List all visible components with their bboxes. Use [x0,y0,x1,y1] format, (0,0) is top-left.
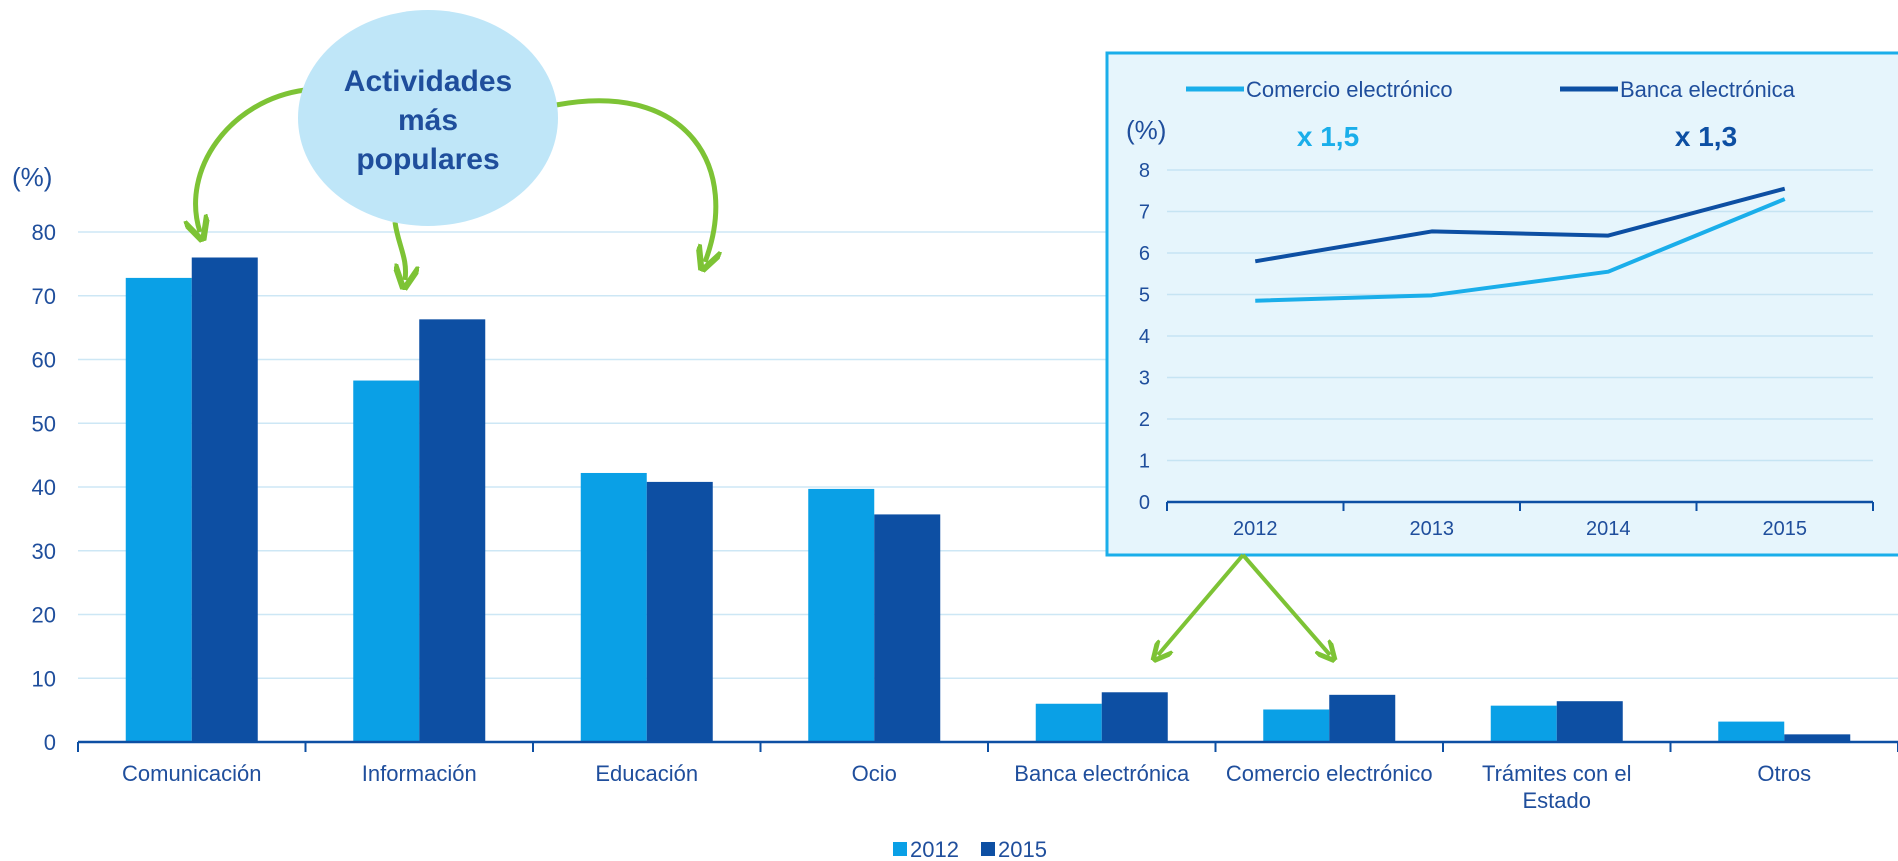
legend-swatch-2015 [981,842,995,856]
main-y-unit-label: (%) [12,162,52,192]
legend-swatch-2012 [893,842,907,856]
growth-multiplier: x 1,5 [1297,121,1359,152]
bubble-line-3: populares [356,143,499,176]
inset-lines [1254,186,1786,303]
bar-2015-4 [1101,692,1168,742]
bubble-shape [298,10,558,226]
bar-2012-4 [1035,703,1102,742]
inset-chart: 0 1 2 3 4 5 6 7 8 (%) 2012 2013 2014 2015 Comercio … [1105,51,1898,557]
inset-x-axis [1166,500,1874,511]
inset-line-1 [1254,186,1786,264]
inset-x-tick-label: 2015 [1763,518,1808,540]
main-category-labels: Comunicación Información Educación Ocio Banc… [122,761,1811,813]
main-y-tick-label: 50 [32,411,56,436]
inset-x-tick-label: 2013 [1410,518,1455,540]
bar-2012-6 [1490,705,1557,742]
bubble-line-2: más [398,104,458,137]
bar-2015-7 [1784,734,1851,742]
main-y-tick-label: 10 [32,666,56,691]
main-legend: 2012 2015 [893,837,1047,861]
bar-2012-3 [808,488,875,742]
arrow-to-comunicacion [196,87,306,232]
inset-y-tick-label: 0 [1139,492,1150,514]
inset-y-tick-label: 7 [1139,202,1150,224]
category-label: Estado [1523,788,1592,813]
category-label: Ocio [852,761,897,786]
bar-2012-7 [1718,721,1785,742]
arrow-to-comercio [1241,553,1330,655]
inset-x-tick-label: 2012 [1233,518,1278,540]
inset-legend-label: Comercio electrónico [1246,77,1453,102]
main-y-tick-label: 0 [44,730,56,755]
inset-y-tick-label: 3 [1139,368,1150,390]
arrow-to-educacion [555,98,716,262]
bar-2015-5 [1329,694,1396,742]
arrow-to-informacion [395,221,406,280]
main-y-tick-label: 20 [32,603,56,628]
popular-activities-bubble: Actividades más populares [298,10,558,226]
inset-x-tick-labels: 2012 2013 2014 2015 [1233,518,1807,540]
inset-y-tick-labels: 0 1 2 3 4 5 6 7 8 [1139,160,1150,514]
arrow-to-banca [1158,553,1245,655]
inset-y-tick-label: 4 [1139,326,1150,348]
category-label: Trámites con el [1482,761,1632,786]
inset-y-tick-label: 6 [1139,243,1150,265]
bar-2015-6 [1556,701,1623,742]
inset-x-tick-label: 2014 [1586,518,1631,540]
main-y-tick-label: 60 [32,348,56,373]
bar-2012-1 [353,380,420,742]
inset-y-tick-label: 2 [1139,409,1150,431]
main-y-tick-label: 40 [32,475,56,500]
category-label: Banca electrónica [1014,761,1190,786]
inset-legend: Comercio electrónico x 1,5 Banca electróni… [1186,77,1796,152]
main-y-tick-label: 30 [32,539,56,564]
legend-label: 2015 [998,837,1047,861]
inset-y-unit-label: (%) [1126,115,1166,145]
inset-y-tick-label: 5 [1139,285,1150,307]
main-y-tick-label: 80 [32,220,56,245]
bar-2015-0 [191,257,258,742]
inset-y-tick-label: 1 [1139,451,1150,473]
bar-2015-1 [419,319,486,742]
main-bars [125,257,1851,742]
category-label: Educación [595,761,698,786]
inset-y-tick-label: 8 [1139,160,1150,182]
bar-2012-5 [1263,709,1330,742]
main-y-tick-labels: 0 10 20 30 40 50 60 70 80 [32,220,56,755]
main-x-axis [77,740,1898,752]
legend-label: 2012 [910,837,959,861]
growth-multiplier: x 1,3 [1675,121,1737,152]
main-y-tick-label: 70 [32,284,56,309]
inset-panel [1105,51,1898,557]
category-label: Información [362,761,477,786]
bar-2012-2 [580,472,647,742]
bar-2015-3 [874,514,941,742]
category-label: Comercio electrónico [1226,761,1433,786]
category-label: Otros [1757,761,1811,786]
category-label: Comunicación [122,761,261,786]
inset-connector-arrows [1158,553,1330,655]
bubble-line-1: Actividades [344,65,512,98]
popular-arrows [196,87,716,280]
bar-2012-0 [125,277,192,742]
inset-legend-label: Banca electrónica [1620,77,1796,102]
bar-2015-2 [646,481,713,742]
inset-line-0 [1255,197,1786,303]
